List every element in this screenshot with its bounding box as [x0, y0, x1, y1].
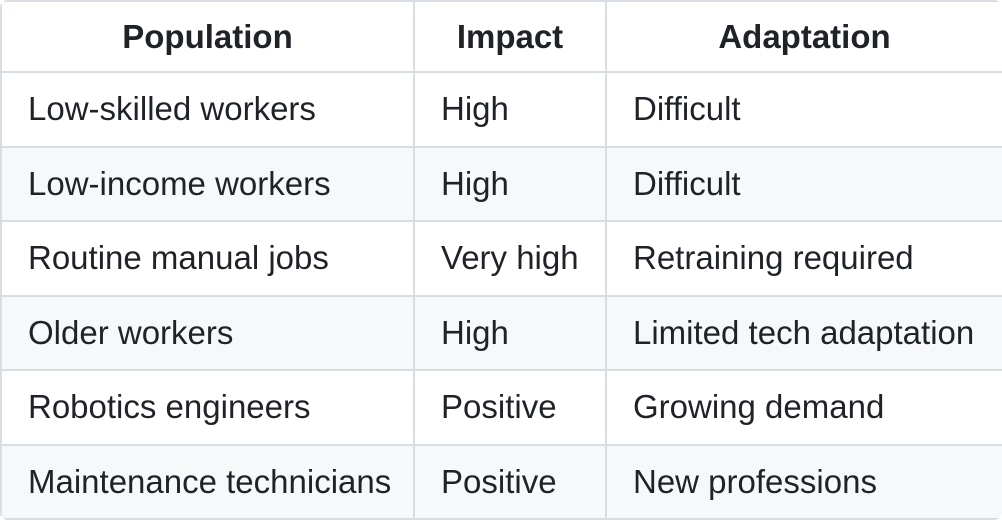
table-body: Low-skilled workers High Difficult Low-inco…	[0, 71, 1002, 520]
table-cell-adaptation: Retraining required	[605, 220, 1002, 297]
column-header-impact: Impact	[413, 0, 607, 73]
table-row: Low-skilled workers High Difficult	[0, 71, 1002, 148]
table-cell-adaptation: New professions	[605, 443, 1002, 520]
table-cell-population: Low-skilled workers	[0, 71, 415, 148]
header-row: Population Impact Adaptation	[0, 0, 1002, 73]
table-cell-impact: Positive	[413, 369, 607, 446]
table-head: Population Impact Adaptation	[0, 0, 1002, 73]
table-row: Low-income workers High Difficult	[0, 145, 1002, 222]
table-cell-population: Older workers	[0, 294, 415, 371]
table-row: Maintenance technicians Positive New profe…	[0, 443, 1002, 520]
column-header-population: Population	[0, 0, 415, 73]
table-cell-adaptation: Difficult	[605, 71, 1002, 148]
table-cell-impact: Very high	[413, 220, 607, 297]
table-cell-impact: High	[413, 71, 607, 148]
column-header-adaptation: Adaptation	[605, 0, 1002, 73]
table-cell-population: Maintenance technicians	[0, 443, 415, 520]
table-cell-adaptation: Difficult	[605, 145, 1002, 222]
table-cell-impact: Positive	[413, 443, 607, 520]
table-cell-impact: High	[413, 145, 607, 222]
table-cell-population: Low-income workers	[0, 145, 415, 222]
table-row: Older workers High Limited tech adaptation	[0, 294, 1002, 371]
table-cell-population: Robotics engineers	[0, 369, 415, 446]
table-cell-adaptation: Limited tech adaptation	[605, 294, 1002, 371]
table-row: Routine manual jobs Very high Retraining r…	[0, 220, 1002, 297]
table-row: Robotics engineers Positive Growing demand	[0, 369, 1002, 446]
table-cell-adaptation: Growing demand	[605, 369, 1002, 446]
table-cell-impact: High	[413, 294, 607, 371]
table-cell-population: Routine manual jobs	[0, 220, 415, 297]
